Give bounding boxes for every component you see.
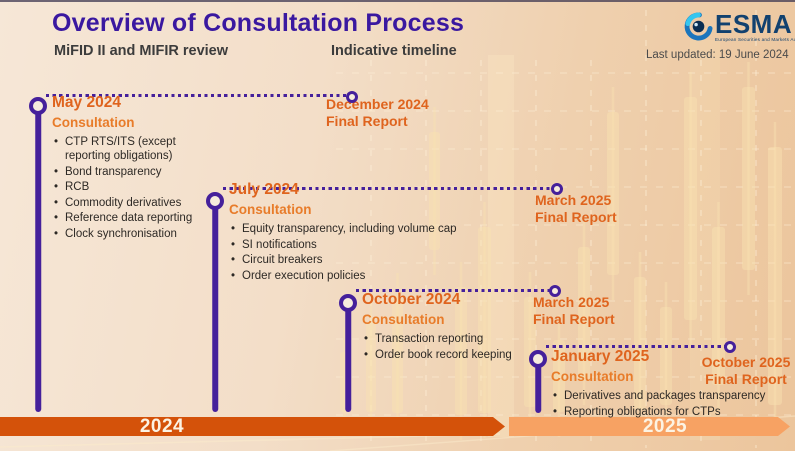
esma-logo-icon [684, 12, 713, 41]
consultation-item: Reporting obligations for CTPs [551, 405, 765, 419]
page-title: Overview of Consultation Process [52, 9, 465, 37]
final-report-october-2025: October 2025 Final Report [700, 354, 792, 387]
report-label: Final Report [705, 370, 787, 387]
consultation-item: CTP RTS/ITS (except reporting obligation… [52, 135, 192, 163]
final-report-december-2024: December 2024 Final Report [326, 96, 429, 129]
report-node-october-2025 [724, 341, 736, 353]
report-node-march-2025-a [551, 183, 563, 195]
connector-october-to-march [356, 289, 551, 293]
section-july-2024: July 2024 Consultation Equity transparen… [229, 181, 457, 283]
report-date: March 2025 [535, 192, 612, 208]
phase-label: Consultation [362, 312, 445, 327]
milestone-date: January 2025 [551, 348, 650, 365]
timeline-stem-january-2025 [535, 359, 541, 413]
year-label-2025: 2025 [642, 415, 688, 437]
milestone-node-may-2024 [29, 97, 47, 115]
report-node-march-2025-b [549, 285, 561, 297]
last-updated-text: Last updated: 19 June 2024 [646, 49, 789, 61]
section-january-2025: January 2025 Consultation Derivatives an… [551, 348, 765, 419]
year-label-2024: 2024 [139, 415, 185, 437]
top-border [0, 0, 795, 2]
consultation-item: Reference data reporting [52, 211, 192, 225]
phase-label: Consultation [52, 115, 135, 130]
final-report-march-2025-b: March 2025 Final Report [533, 294, 615, 327]
section-october-2024: October 2024 Consultation Transaction re… [362, 291, 512, 362]
report-label: Final Report [326, 112, 408, 129]
year-bar-2024: 2024 [0, 417, 505, 436]
consultation-item: Commodity derivatives [52, 196, 192, 210]
consultation-item: Derivatives and packages transparency [551, 389, 765, 403]
milestone-date: May 2024 [52, 94, 121, 111]
milestone-node-july-2024 [206, 192, 224, 210]
report-date: March 2025 [533, 294, 610, 310]
consultation-item: RCB [52, 180, 192, 194]
timeline-stem-july-2024 [212, 201, 218, 412]
subtitle-review: MiFID II and MIFIR review [54, 43, 229, 59]
esma-logo-text: ESMA [715, 9, 793, 39]
phase-label: Consultation [551, 369, 634, 384]
consultation-item: SI notifications [229, 238, 457, 252]
consultation-topics: CTP RTS/ITS (except reporting obligation… [52, 135, 192, 241]
report-label: Final Report [535, 208, 617, 225]
consultation-item: Bond transparency [52, 165, 192, 179]
consultation-item: Order execution policies [229, 269, 457, 283]
milestone-node-january-2025 [529, 350, 547, 368]
connector-may-to-december [46, 94, 347, 98]
esma-logo: ESMA European Securities and Markets Aut… [684, 11, 795, 43]
timeline-stem-october-2024 [345, 303, 351, 412]
report-date: December 2024 [326, 96, 429, 112]
consultation-item: Circuit breakers [229, 253, 457, 267]
consultation-topics: Transaction reporting Order book record … [362, 332, 512, 362]
consultation-item: Clock synchronisation [52, 227, 192, 241]
year-bar-2025: 2025 [509, 417, 790, 436]
section-may-2024: May 2024 Consultation CTP RTS/ITS (excep… [52, 94, 192, 241]
timeline-stem-may-2024 [35, 106, 41, 412]
subtitle-indicative-timeline: Indicative timeline [331, 43, 457, 59]
connector-january-to-october [546, 345, 726, 349]
consultation-item: Equity transparency, including volume ca… [229, 222, 457, 236]
final-report-march-2025-a: March 2025 Final Report [535, 192, 617, 225]
grid-vertical-dashes [370, 10, 757, 448]
consultation-topics: Derivatives and packages transparency Re… [551, 389, 765, 419]
consultation-item: Transaction reporting [362, 332, 512, 346]
esma-logo-tagline: European Securities and Markets Authorit… [715, 37, 795, 42]
phase-label: Consultation [229, 202, 312, 217]
report-node-december-2024 [346, 91, 358, 103]
milestone-node-october-2024 [339, 294, 357, 312]
connector-july-to-march [223, 187, 553, 191]
report-date: October 2025 [701, 354, 791, 370]
consultation-item: Order book record keeping [362, 348, 512, 362]
report-label: Final Report [533, 310, 615, 327]
milestone-date: October 2024 [362, 291, 461, 308]
milestone-date: July 2024 [229, 181, 299, 198]
consultation-topics: Equity transparency, including volume ca… [229, 222, 457, 283]
